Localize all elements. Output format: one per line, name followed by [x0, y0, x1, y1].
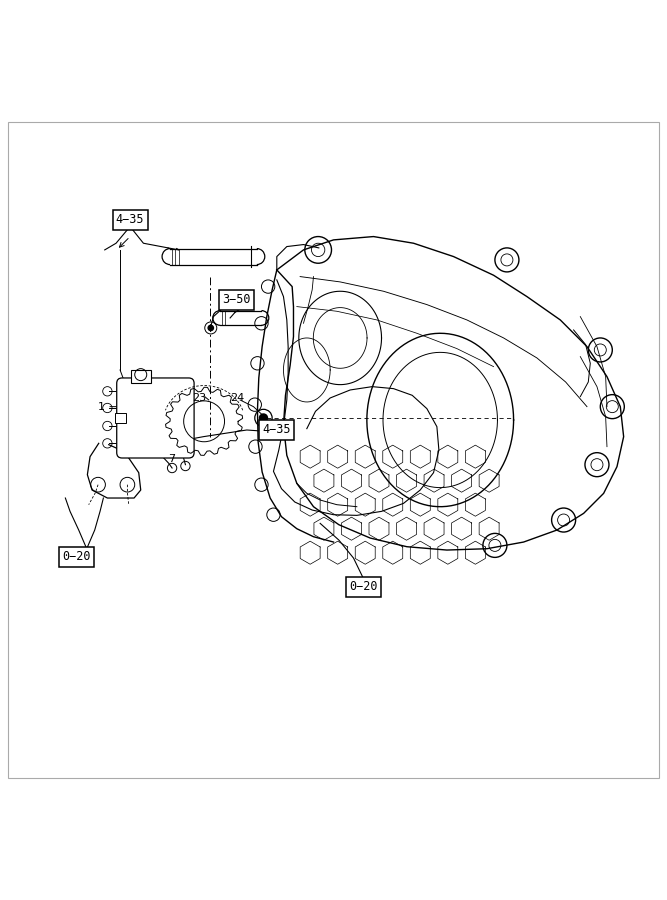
- Text: 0−20: 0−20: [350, 580, 378, 593]
- Text: 3−50: 3−50: [223, 293, 251, 306]
- Text: 4−35: 4−35: [116, 213, 144, 227]
- Text: 0−20: 0−20: [63, 550, 91, 563]
- Text: 1: 1: [98, 401, 105, 411]
- Text: 7: 7: [169, 454, 175, 464]
- Circle shape: [259, 414, 267, 422]
- Text: 4−35: 4−35: [263, 424, 291, 436]
- Circle shape: [208, 325, 213, 330]
- FancyBboxPatch shape: [117, 378, 194, 458]
- Text: 23: 23: [191, 393, 206, 403]
- Text: 24: 24: [229, 393, 244, 403]
- Bar: [115, 412, 126, 423]
- Bar: [131, 370, 151, 383]
